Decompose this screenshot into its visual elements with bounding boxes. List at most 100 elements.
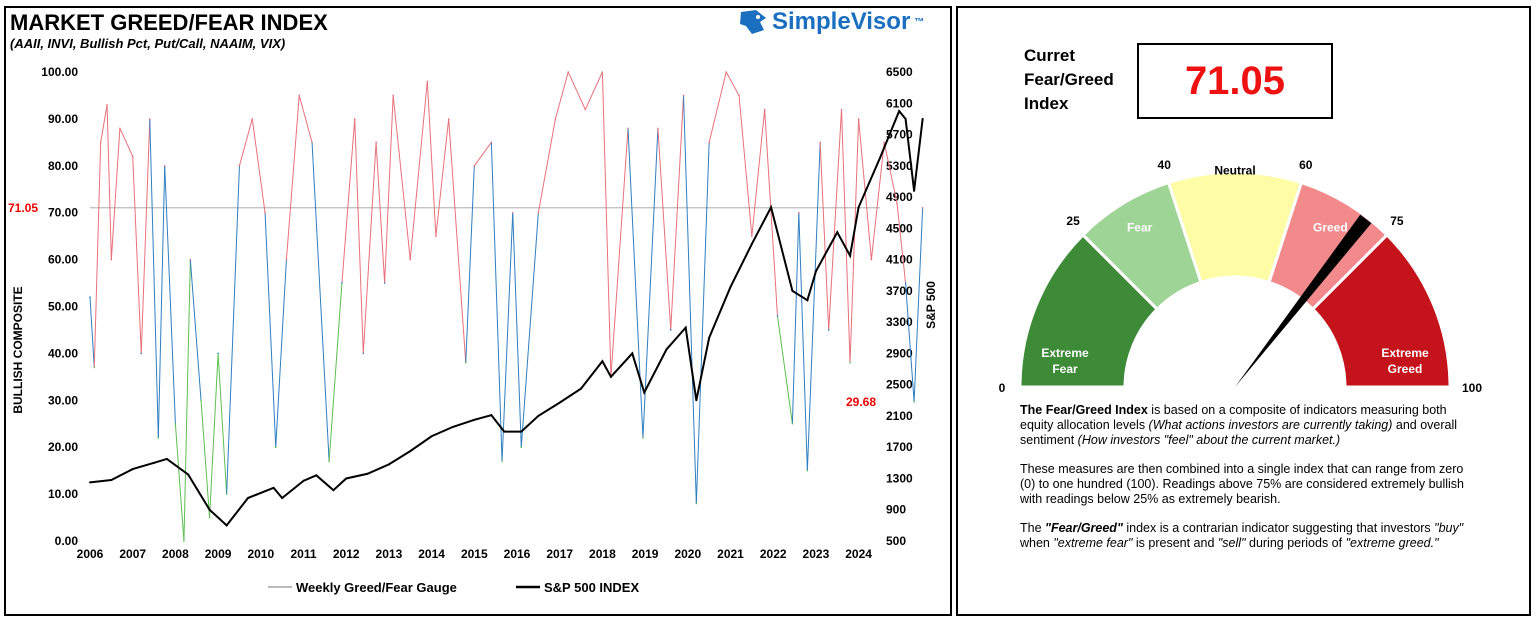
greed-fear-segment bbox=[849, 118, 860, 363]
gauge-segment-label: Fear bbox=[1127, 220, 1153, 234]
greed-fear-point bbox=[140, 352, 143, 355]
greed-fear-point bbox=[840, 108, 843, 111]
greed-fear-segment bbox=[298, 95, 313, 143]
x-tick-label: 2011 bbox=[290, 547, 316, 561]
greed-fear-segment bbox=[708, 71, 727, 143]
x-tick-label: 2019 bbox=[632, 547, 659, 561]
greed-fear-point bbox=[106, 104, 108, 106]
sp500-point bbox=[849, 254, 852, 257]
greed-fear-point bbox=[298, 94, 301, 97]
greed-fear-segment bbox=[764, 109, 778, 316]
greed-fear-segment bbox=[776, 315, 793, 424]
greed-fear-point bbox=[904, 282, 907, 284]
sp500-point bbox=[836, 231, 839, 234]
x-tick-label: 2012 bbox=[333, 547, 360, 561]
greed-fear-segment bbox=[275, 259, 287, 448]
sp500-point bbox=[110, 479, 113, 482]
low-value-label: 29.68 bbox=[846, 395, 876, 409]
greed-fear-segment bbox=[100, 104, 108, 143]
greed-fear-segment bbox=[751, 109, 766, 237]
sp500-point bbox=[387, 463, 390, 466]
greed-fear-segment bbox=[695, 142, 710, 504]
greed-fear-segment bbox=[132, 156, 142, 354]
y-tick-label: 40.00 bbox=[48, 346, 78, 360]
sp500-point bbox=[921, 117, 924, 120]
y-tick-label: 70.00 bbox=[48, 206, 78, 220]
y2-tick-label: 6100 bbox=[886, 96, 913, 110]
greed-fear-segment bbox=[819, 142, 830, 330]
greed-fear-point bbox=[584, 108, 587, 111]
greed-fear-point bbox=[725, 71, 728, 73]
y-tick-label: 30.00 bbox=[48, 393, 78, 407]
gauge-segment-extreme-greed bbox=[1310, 232, 1452, 389]
greed-fear-segment bbox=[913, 207, 924, 402]
x-tick-label: 2020 bbox=[674, 547, 701, 561]
greed-fear-point bbox=[264, 211, 266, 214]
greed-fear-point bbox=[896, 202, 898, 205]
greed-fear-segment bbox=[238, 118, 253, 166]
greed-fear-segment bbox=[435, 118, 450, 237]
greed-fear-segment bbox=[140, 118, 151, 354]
sp500-point bbox=[281, 497, 284, 500]
greed-fear-point bbox=[682, 94, 685, 97]
greed-fear-point bbox=[921, 206, 924, 209]
greed-fear-segment bbox=[149, 118, 159, 438]
gauge-segment-label: Neutral bbox=[1214, 164, 1255, 178]
y-tick-label: 100.00 bbox=[41, 65, 78, 79]
greed-fear-point bbox=[819, 141, 821, 144]
y2-tick-label: 2100 bbox=[886, 409, 913, 423]
greed-fear-segment bbox=[341, 118, 356, 284]
x-tick-label: 2006 bbox=[77, 547, 104, 561]
greed-fear-segment bbox=[392, 95, 411, 260]
greed-fear-segment bbox=[791, 212, 800, 424]
greed-fear-segment bbox=[362, 142, 377, 354]
greed-fear-point bbox=[426, 80, 429, 83]
greed-fear-point bbox=[163, 165, 166, 167]
greed-fear-segment bbox=[328, 283, 343, 462]
sp500-point bbox=[878, 156, 881, 159]
greed-fear-point bbox=[520, 446, 523, 449]
x-tick-label: 2015 bbox=[461, 547, 488, 561]
greed-fear-point bbox=[328, 460, 330, 463]
y2-tick-label: 2500 bbox=[886, 378, 913, 392]
sp500-point bbox=[729, 285, 732, 288]
sp500-point bbox=[580, 387, 583, 390]
x-tick-label: 2021 bbox=[717, 547, 744, 561]
greed-fear-segment bbox=[209, 353, 219, 518]
gauge-tick-label: 100 bbox=[1462, 381, 1482, 395]
gauge-tick-label: 0 bbox=[999, 381, 1006, 395]
sp500-point bbox=[695, 399, 698, 402]
greed-fear-segment bbox=[841, 109, 851, 363]
sp500-point bbox=[631, 352, 634, 355]
greed-fear-segment bbox=[870, 142, 885, 260]
greed-fear-segment bbox=[465, 165, 475, 363]
greed-fear-segment bbox=[375, 142, 386, 284]
greed-fear-segment bbox=[264, 212, 277, 448]
greed-fear-point bbox=[189, 258, 192, 261]
logo-text: SimpleVisor bbox=[772, 8, 911, 35]
sp500-point bbox=[345, 477, 348, 480]
description: The Fear/Greed Index is based on a compo… bbox=[1020, 403, 1465, 550]
chart-title: MARKET GREED/FEAR INDEX bbox=[10, 10, 328, 35]
greed-fear-point bbox=[375, 141, 377, 144]
greed-fear-segment bbox=[354, 118, 364, 354]
sp500-point bbox=[898, 110, 901, 113]
greed-fear-segment bbox=[311, 142, 330, 462]
x-tick-label: 2009 bbox=[205, 547, 232, 561]
greed-fear-point bbox=[870, 258, 873, 261]
sp500-point bbox=[791, 289, 794, 292]
greed-fear-point bbox=[148, 118, 151, 120]
greed-fear-point bbox=[657, 127, 659, 130]
sp500-point bbox=[473, 418, 476, 421]
greed-fear-segment bbox=[183, 259, 191, 542]
x-tick-label: 2024 bbox=[845, 547, 872, 561]
sp500-point bbox=[409, 450, 412, 453]
greed-fear-point bbox=[99, 141, 102, 144]
greed-fear-point bbox=[473, 165, 476, 167]
greed-fear-segment bbox=[806, 142, 821, 471]
greed-fear-segment bbox=[657, 128, 672, 330]
y-tick-label: 90.00 bbox=[48, 112, 78, 126]
greed-fear-segment bbox=[174, 423, 185, 542]
greed-fear-segment bbox=[490, 142, 503, 462]
y2-tick-label: 500 bbox=[886, 534, 906, 548]
